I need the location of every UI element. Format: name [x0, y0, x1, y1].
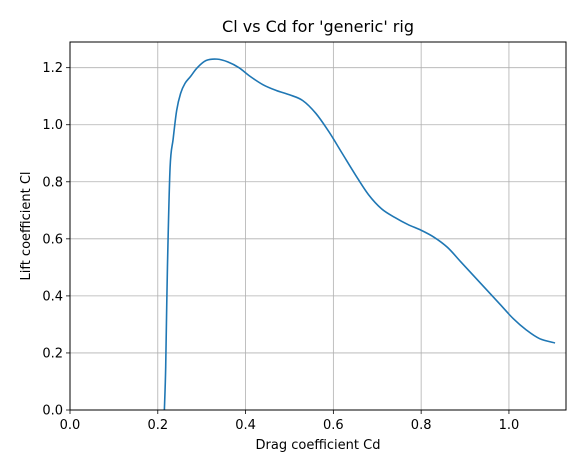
y-tick-label: 0.6 [42, 232, 63, 247]
plot-area-frame [69, 41, 567, 411]
x-tick-label: 1.0 [499, 418, 520, 433]
y-tick-label: 0.0 [42, 404, 63, 419]
y-tick-label: 0.2 [42, 346, 63, 361]
y-tick-label: 1.2 [42, 61, 63, 76]
series-line [163, 58, 556, 411]
x-tick-label: 0.0 [60, 418, 81, 433]
data-series [163, 58, 556, 411]
x-tick-label: 0.6 [323, 418, 344, 433]
x-axis-label: Drag coefficient Cd [256, 438, 381, 453]
y-tick-label: 0.4 [42, 289, 63, 304]
x-tick-label: 0.2 [147, 418, 168, 433]
chart-title: Cl vs Cd for 'generic' rig [222, 17, 414, 36]
x-tick-label: 0.8 [411, 418, 432, 433]
y-tick-label: 1.0 [42, 118, 63, 133]
x-tick-label: 0.4 [235, 418, 256, 433]
y-axis-ticks: 0.0 0.2 0.4 0.6 0.8 1.0 1.2 [42, 61, 70, 419]
y-tick-label: 0.8 [42, 175, 63, 190]
x-axis-ticks: 0.0 0.2 0.4 0.6 0.8 1.0 [60, 410, 520, 433]
grid-lines [69, 42, 566, 411]
y-axis-label: Lift coefficient Cl [19, 171, 34, 280]
